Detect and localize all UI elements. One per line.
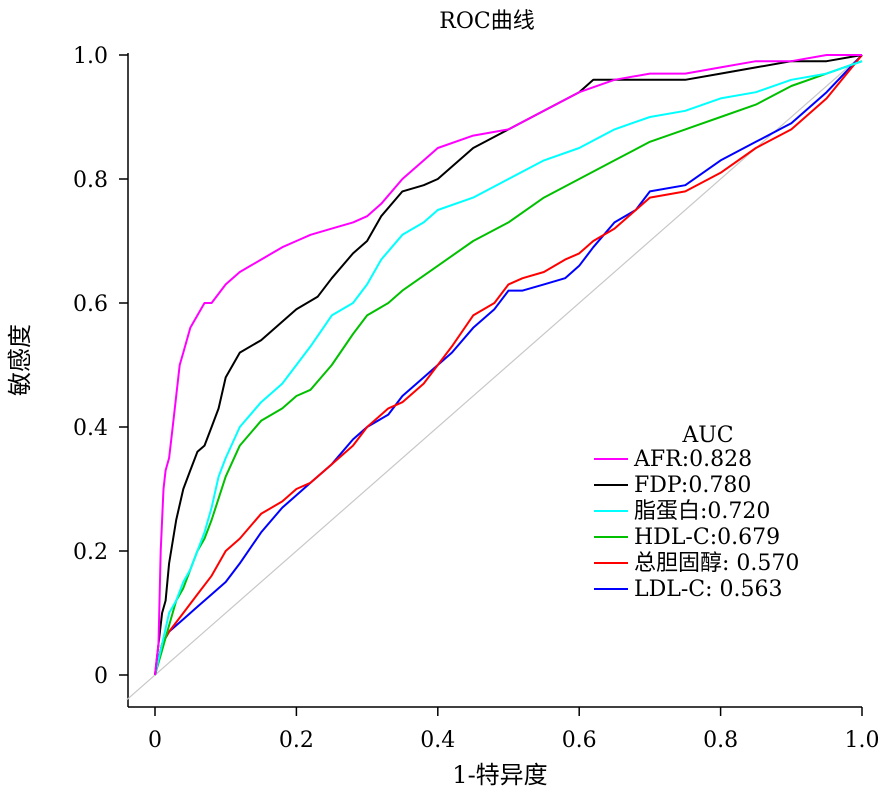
reference-diagonal-line: [126, 54, 863, 701]
y-tick-label: 1.0: [73, 44, 108, 69]
x-tick-label: 0.8: [703, 728, 738, 753]
y-tick-label: 0.2: [73, 540, 108, 565]
y-tick-label: 0.8: [73, 168, 108, 193]
y-tick-label: 0: [94, 664, 108, 689]
series-line-5: [154, 54, 863, 676]
legend-label: FDP:0.780: [634, 473, 751, 498]
x-tick-label: 0.2: [279, 728, 314, 753]
x-tick-label: 0: [148, 728, 162, 753]
x-axis-title: 1-特异度: [452, 761, 547, 789]
x-tick-label: 0.4: [420, 728, 455, 753]
legend-label: AFR:0.828: [633, 447, 752, 472]
x-ticks: 0 0.2 0.4 0.6 0.8 1.0: [148, 707, 880, 753]
y-ticks: 0 0.2 0.4 0.6 0.8 1.0: [73, 44, 128, 689]
x-tick-label: 1.0: [845, 728, 880, 753]
axes: [127, 53, 862, 708]
legend-label: 脂蛋白:0.720: [634, 499, 770, 524]
legend-label: LDL-C: 0.563: [634, 577, 783, 602]
legend-title: AUC: [681, 423, 733, 448]
x-tick-label: 0.6: [562, 728, 597, 753]
legend-label: 总胆固醇: 0.570: [634, 551, 799, 576]
legend: AUC AFR:0.828FDP:0.780脂蛋白:0.720HDL-C:0.6…: [594, 423, 799, 602]
series-line-1: [154, 54, 862, 676]
y-axis-title: 敏感度: [6, 324, 34, 396]
plot-area: [126, 54, 863, 701]
series-line-2: [154, 54, 863, 676]
chart-title: ROC曲线: [439, 9, 534, 34]
series-line-3: [154, 60, 863, 676]
y-tick-label: 0.6: [73, 292, 108, 317]
legend-label: HDL-C:0.679: [634, 525, 780, 550]
y-tick-label: 0.4: [73, 416, 108, 441]
